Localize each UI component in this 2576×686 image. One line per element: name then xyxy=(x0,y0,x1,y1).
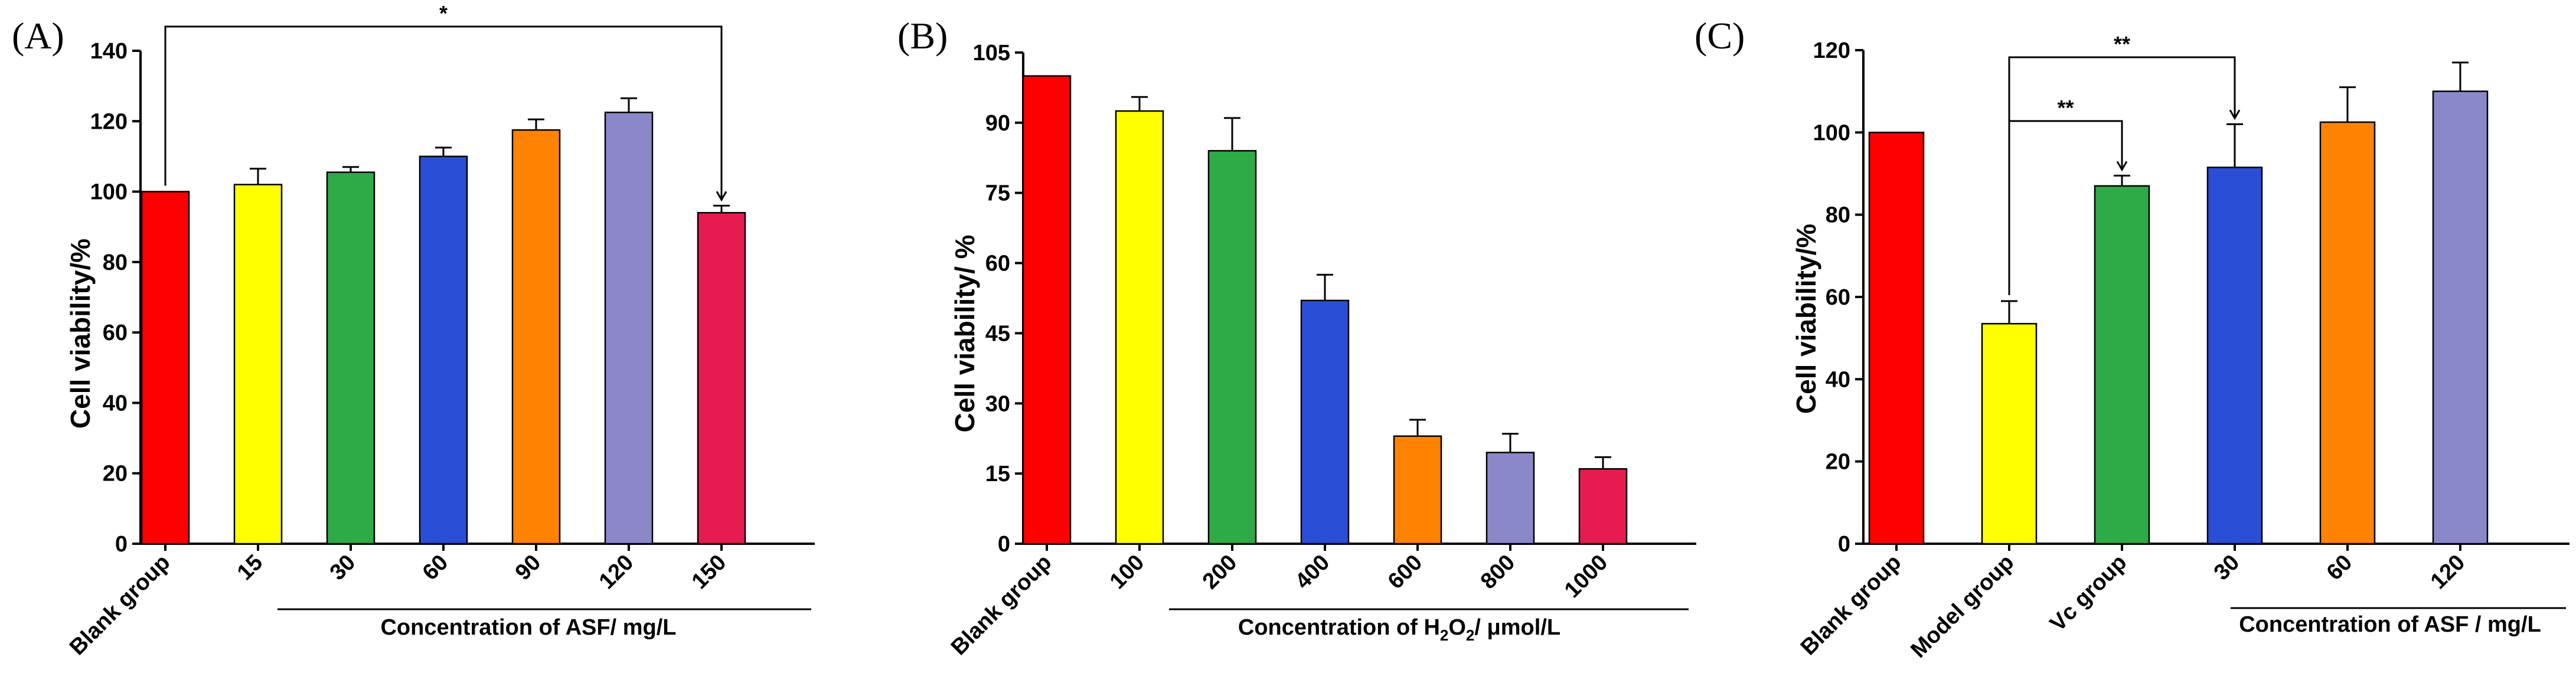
panel-a-significance-label: * xyxy=(439,1,448,25)
panel-b-bar xyxy=(1578,468,1628,545)
panel-b-x-tick-label: 600 xyxy=(1383,550,1428,594)
panel-b-y-tick-label: 90 xyxy=(985,111,1010,136)
panel-c-bar xyxy=(2432,90,2489,545)
panel-b-x-group-mid: O xyxy=(1448,615,1466,640)
panel-a-x-group-label: Concentration of ASF/ mg/L xyxy=(380,615,676,640)
panel-b-y-tick-label: 45 xyxy=(985,321,1010,346)
panel-c-significance-arrow xyxy=(2116,161,2128,172)
panel-b-x-group-prefix: Concentration of H xyxy=(1238,615,1440,640)
panel-c-y-axis-label: Cell viability/% xyxy=(1791,224,1821,414)
panel-c-x-tick-label: Vc group xyxy=(2045,550,2131,636)
panel-b-bar xyxy=(1115,110,1164,545)
panel-a-label: (A) xyxy=(12,15,64,57)
panel-a-bar xyxy=(697,212,746,545)
panel-b-x-group-suffix: / μmol/L xyxy=(1474,615,1560,640)
panel-c-x-tick-label: Blank group xyxy=(1796,550,1906,660)
panel-a-y-tick-label: 80 xyxy=(103,250,128,275)
panel-c-plot: 0 20 40 60 80 100 120 Blank group Model group Vc … xyxy=(1796,32,2570,663)
panel-a-y-tick-label: 0 xyxy=(115,532,128,557)
panel-c-x-tick-label: 30 xyxy=(2209,550,2245,586)
panel-b-x-group-label: Concentration of H2O2/ μmol/L xyxy=(1238,615,1560,644)
panel-a-x-tick-label: 150 xyxy=(687,550,732,594)
panel-a-x-tick-label: 15 xyxy=(233,550,268,586)
panel-c-bar xyxy=(1868,132,1925,545)
panel-c-bar xyxy=(2319,121,2376,545)
panel-c-label: (C) xyxy=(1695,15,1745,57)
panel-b-x-group-sub2: 2 xyxy=(1466,626,1474,644)
panel-b-y-tick-label: 0 xyxy=(998,532,1010,557)
panel-a-y-tick-label: 120 xyxy=(90,109,128,134)
panel-b: (B) Cell viability/ % 0 15 30 45 60 75 90 105 Bl… xyxy=(897,15,1696,660)
panel-a-x-tick-label: 120 xyxy=(595,550,639,594)
panel-b-plot: 0 15 30 45 60 75 90 105 Blank group 100 200 400 600 8… xyxy=(946,41,1696,660)
panel-a-y-tick-label: 100 xyxy=(90,180,128,205)
panel-b-y-tick-label: 15 xyxy=(985,462,1010,486)
panel-b-bar xyxy=(1393,435,1442,545)
panel-b-x-tick-label: 1000 xyxy=(1560,550,1612,603)
panel-c-x-tick-label: Model group xyxy=(1906,550,2019,663)
panel-c-significance-bracket xyxy=(2008,56,2236,295)
panel-b-y-tick-label: 30 xyxy=(985,391,1010,416)
panel-c-y-tick-label: 40 xyxy=(1826,367,1850,392)
panel-a-significance-arrow xyxy=(716,191,727,202)
panel-c-y-tick-label: 100 xyxy=(1813,120,1850,145)
panel-c-bar xyxy=(2206,166,2263,545)
panel-a-bar xyxy=(419,155,468,545)
panel-c-y-tick-label: 20 xyxy=(1826,450,1850,475)
panel-a-bar xyxy=(141,191,190,545)
panel-c-significance-label: ** xyxy=(2114,32,2130,56)
panel-b-bar xyxy=(1300,299,1350,545)
panel-c-y-tick-label: 60 xyxy=(1826,285,1850,310)
panel-c-y-tick-label: 0 xyxy=(1838,532,1850,557)
panel-c-bar xyxy=(2094,185,2150,545)
panel-a-y-axis-label: Cell viability/% xyxy=(65,239,96,429)
panel-c-x-group-label: Concentration of ASF / mg/L xyxy=(2239,612,2541,637)
panel-b-x-tick-label: 200 xyxy=(1198,550,1242,594)
panel-b-x-tick-label: Blank group xyxy=(946,550,1056,660)
panel-a-y-tick-label: 20 xyxy=(103,462,128,486)
panel-a-plot: 0 20 40 60 80 100 120 140 Blank group 15 30 60 90 120… xyxy=(65,1,815,660)
panel-a-x-tick-label: 90 xyxy=(511,550,546,586)
panel-b-y-tick-label: 60 xyxy=(985,251,1010,276)
panel-b-x-tick-label: 800 xyxy=(1476,550,1520,594)
panel-b-label: (B) xyxy=(897,15,948,57)
panel-a-x-tick-label: 60 xyxy=(418,550,453,586)
panel-c-bar xyxy=(1981,323,2038,545)
panel-b-bar xyxy=(1022,75,1072,545)
panel-b-y-axis-label: Cell viability/ % xyxy=(949,235,980,433)
panel-c-x-tick-label: 120 xyxy=(2426,550,2470,594)
panel-a-x-tick-label: 30 xyxy=(325,550,361,586)
panel-a-bar xyxy=(233,184,283,545)
panel-a-y-tick-label: 40 xyxy=(103,391,128,416)
panel-a-y-tick-label: 140 xyxy=(90,39,128,64)
panel-a-x-tick-label: Blank group xyxy=(65,550,175,660)
panel-b-bar xyxy=(1485,452,1535,545)
panel-b-x-tick-label: 400 xyxy=(1291,550,1335,594)
panel-c-x-tick-label: 60 xyxy=(2322,550,2358,586)
panel-a: (A) Cell viability/% 0 20 40 60 80 100 120 140 B… xyxy=(12,1,815,660)
panel-b-y-tick-label: 105 xyxy=(973,41,1010,66)
panel-a-y-tick-label: 60 xyxy=(103,321,128,345)
panel-b-x-group-sub1: 2 xyxy=(1440,626,1448,644)
panel-c-y-tick-label: 80 xyxy=(1826,203,1850,228)
panel-c: (C) Cell viability/% 0 20 40 60 80 100 120 Blan… xyxy=(1695,15,2570,663)
panel-c-y-tick-label: 120 xyxy=(1813,38,1850,63)
panel-b-bar xyxy=(1207,150,1257,545)
panel-a-bar xyxy=(604,112,654,545)
panel-b-x-tick-label: 100 xyxy=(1105,550,1150,594)
panel-c-significance-arrow xyxy=(2229,109,2241,120)
panel-b-y-tick-label: 75 xyxy=(985,181,1010,206)
panel-a-significance-bracket xyxy=(164,25,723,200)
panel-a-bar xyxy=(511,129,561,545)
panel-c-significance-label: ** xyxy=(2057,96,2074,120)
panel-a-bar xyxy=(326,171,376,545)
